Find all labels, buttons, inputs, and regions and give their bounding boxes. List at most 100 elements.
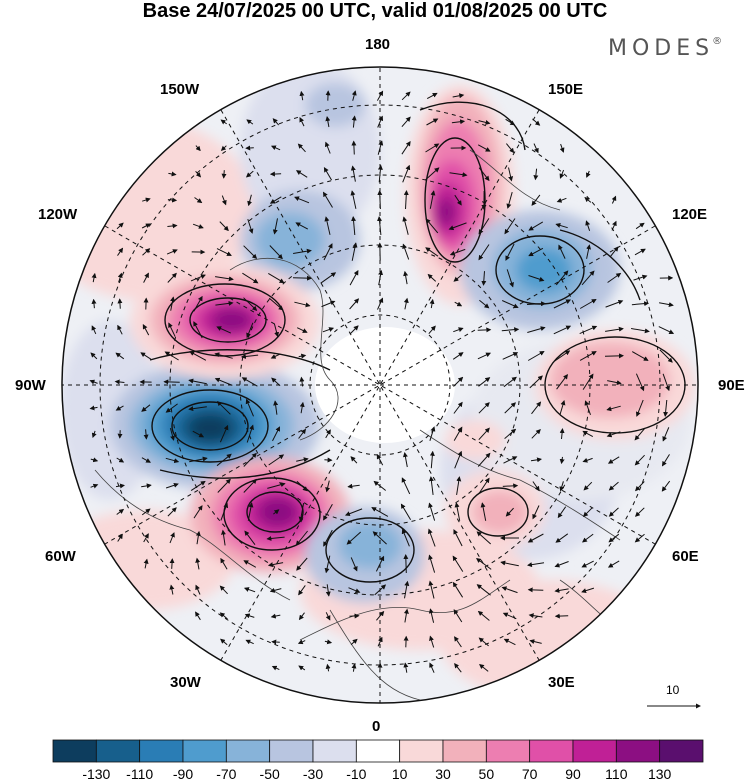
wind-vector xyxy=(479,663,489,672)
wind-vector xyxy=(661,454,670,467)
wind-vector xyxy=(527,587,544,593)
wind-vector xyxy=(90,457,99,463)
wind-vector xyxy=(195,530,201,545)
wind-vector xyxy=(346,531,362,545)
wind-vector xyxy=(503,376,517,388)
wind-vector xyxy=(351,140,357,155)
wind-vector xyxy=(243,297,258,311)
colorbar-swatch xyxy=(442,739,487,763)
wind-vector xyxy=(376,610,385,621)
wind-vector xyxy=(402,243,410,260)
wind-vector xyxy=(427,273,437,282)
colorbar-swatch xyxy=(485,739,531,763)
wind-vector xyxy=(219,221,229,232)
wind-vector xyxy=(426,92,438,100)
wind-vector xyxy=(581,270,595,286)
wind-vector xyxy=(454,194,462,206)
wind-vector xyxy=(533,168,539,181)
wind-vector xyxy=(476,531,492,545)
wind-vector xyxy=(503,638,516,646)
wind-vector xyxy=(243,478,257,493)
wind-vector xyxy=(266,535,285,541)
wind-vector xyxy=(425,247,439,257)
wind-vector xyxy=(559,428,565,440)
wind-vector xyxy=(456,476,462,495)
wind-vector xyxy=(526,301,546,307)
wind-vector xyxy=(298,428,307,439)
wind-vector xyxy=(401,91,411,101)
wind-vector xyxy=(403,662,409,673)
wind-vector xyxy=(584,400,591,415)
wind-vector xyxy=(635,481,645,492)
colorbar-tick-label: 90 xyxy=(565,766,581,782)
wind-vector xyxy=(167,197,178,203)
wind-vector xyxy=(579,299,597,309)
wind-vector xyxy=(586,244,592,259)
wind-vector xyxy=(631,351,649,361)
colorbar-swatch xyxy=(659,739,704,763)
wind-vector xyxy=(245,639,254,645)
wind-vector xyxy=(608,533,620,543)
wind-vector xyxy=(220,145,227,151)
wind-vector xyxy=(452,555,464,572)
wind-vector xyxy=(325,612,331,621)
lon-label-60w: 60W xyxy=(45,548,76,565)
wind-vector xyxy=(299,401,305,414)
wind-vector xyxy=(506,191,513,209)
wind-vector xyxy=(403,608,409,623)
lon-label-30e: 30E xyxy=(548,674,575,691)
wind-vector xyxy=(559,143,565,153)
wind-vector xyxy=(452,352,464,360)
wind-vector xyxy=(323,529,333,547)
wind-vector xyxy=(555,270,569,286)
wind-vector xyxy=(532,481,540,492)
lon-label-120w: 120W xyxy=(38,206,78,223)
wind-vector xyxy=(451,119,466,125)
wind-vector xyxy=(582,430,594,438)
wind-vector xyxy=(268,454,285,466)
wind-vector xyxy=(528,247,544,257)
wind-vector xyxy=(403,190,409,210)
wind-vector xyxy=(373,480,387,491)
wind-vector xyxy=(453,529,463,547)
colorbar-tick-label: -30 xyxy=(302,766,324,782)
wind-vector xyxy=(501,300,519,309)
wind-vector xyxy=(216,400,231,415)
wind-vector xyxy=(140,352,152,360)
wind-vector xyxy=(271,639,280,645)
wind-vector xyxy=(429,635,435,648)
wind-vector xyxy=(607,456,620,464)
wind-vector xyxy=(506,269,514,288)
wind-vector xyxy=(188,406,207,412)
wind-vector xyxy=(142,248,151,256)
wind-vector xyxy=(269,587,282,593)
colorbar-tick-label: 30 xyxy=(435,766,451,782)
wind-vector xyxy=(581,587,595,594)
wind-vector xyxy=(635,222,645,230)
wind-vector xyxy=(349,298,360,310)
wind-vector xyxy=(582,507,593,518)
wind-vector xyxy=(606,431,621,438)
wind-vector xyxy=(584,196,592,203)
wind-vector xyxy=(532,505,540,520)
wind-vector xyxy=(271,377,281,387)
wind-vector xyxy=(533,143,539,154)
wind-vector xyxy=(351,90,357,101)
wind-vector xyxy=(247,194,253,207)
wind-vector xyxy=(323,503,333,521)
wind-vector xyxy=(297,639,306,645)
colorbar-swatch xyxy=(399,739,444,763)
wind-vector xyxy=(585,220,591,231)
wind-vector xyxy=(245,398,254,417)
wind-vector xyxy=(299,117,305,127)
wind-vector xyxy=(375,555,385,572)
wind-vector xyxy=(169,558,175,569)
wind-vector xyxy=(325,663,331,672)
wind-vector xyxy=(529,639,542,644)
wind-vector xyxy=(165,403,178,413)
wind-vector xyxy=(325,584,331,597)
wind-vector xyxy=(634,507,645,517)
colorbar-swatch xyxy=(269,739,314,763)
wind-vector xyxy=(478,119,491,125)
wind-vector xyxy=(609,246,619,258)
